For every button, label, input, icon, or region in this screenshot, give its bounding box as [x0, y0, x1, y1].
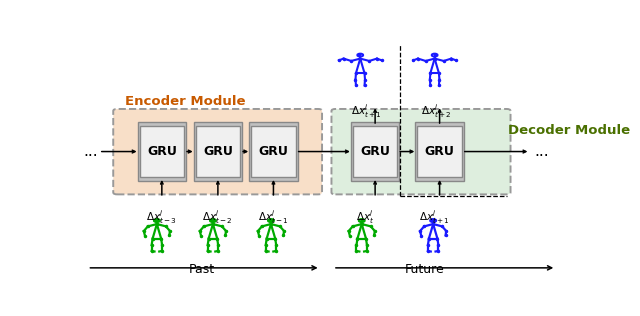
Text: Decoder Module: Decoder Module — [508, 124, 630, 137]
FancyBboxPatch shape — [332, 109, 511, 194]
Text: Future: Future — [405, 263, 445, 276]
Text: $\Delta x_{t+2}^{j}$: $\Delta x_{t+2}^{j}$ — [420, 102, 452, 120]
Text: $\Delta x_{t-1}^{j}$: $\Delta x_{t-1}^{j}$ — [258, 208, 289, 226]
Text: Past: Past — [188, 263, 214, 276]
Text: GRU: GRU — [147, 145, 177, 158]
FancyBboxPatch shape — [249, 122, 298, 181]
Text: GRU: GRU — [425, 145, 454, 158]
FancyBboxPatch shape — [140, 126, 184, 177]
FancyBboxPatch shape — [193, 122, 242, 181]
FancyBboxPatch shape — [351, 122, 399, 181]
Text: $\Delta x_{t-3}^{j}$: $\Delta x_{t-3}^{j}$ — [147, 208, 177, 226]
FancyBboxPatch shape — [417, 126, 462, 177]
Text: $\Delta x_{t-2}^{j}$: $\Delta x_{t-2}^{j}$ — [202, 208, 234, 226]
FancyBboxPatch shape — [196, 126, 240, 177]
Text: GRU: GRU — [360, 145, 390, 158]
FancyBboxPatch shape — [138, 122, 186, 181]
FancyBboxPatch shape — [113, 109, 322, 194]
Text: GRU: GRU — [259, 145, 289, 158]
Text: ...: ... — [534, 144, 548, 159]
Text: Encoder Module: Encoder Module — [125, 95, 245, 108]
Text: $\Delta x_{t+1}^{j}$: $\Delta x_{t+1}^{j}$ — [419, 208, 450, 226]
Text: $\Delta x_{t}^{j}$: $\Delta x_{t}^{j}$ — [356, 208, 374, 226]
Text: ...: ... — [84, 144, 98, 159]
FancyBboxPatch shape — [415, 122, 464, 181]
Text: GRU: GRU — [203, 145, 233, 158]
Text: $\Delta x_{t+1}^{j}$: $\Delta x_{t+1}^{j}$ — [351, 102, 382, 120]
FancyBboxPatch shape — [353, 126, 397, 177]
FancyBboxPatch shape — [251, 126, 296, 177]
